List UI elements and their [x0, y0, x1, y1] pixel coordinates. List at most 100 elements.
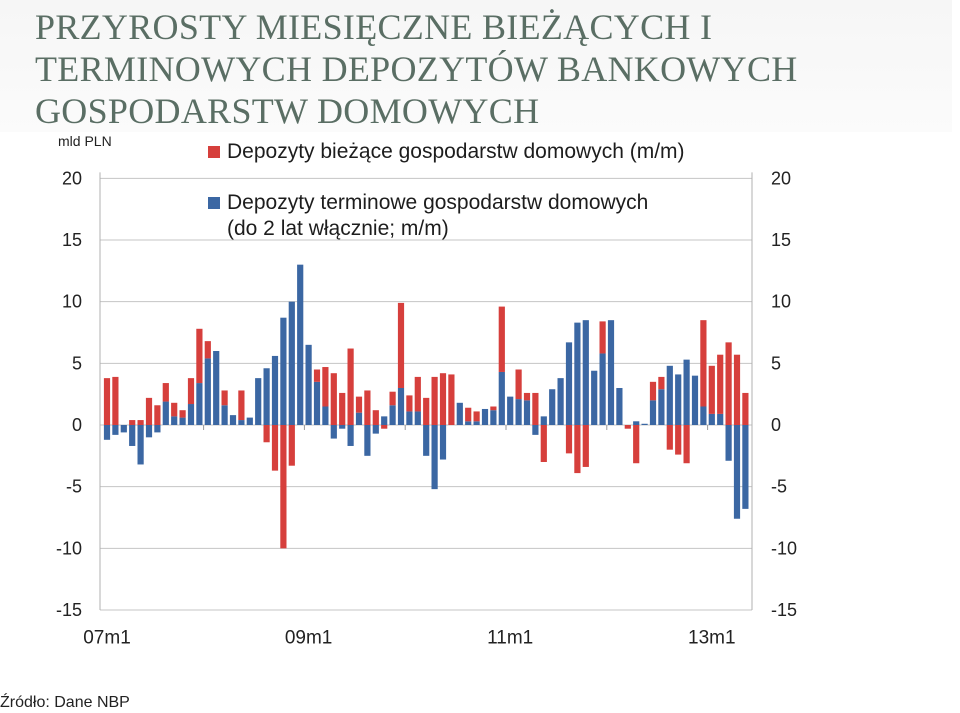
bar-terminowe: [381, 416, 388, 425]
bar-biezace: [221, 390, 228, 406]
bar-biezace: [465, 407, 472, 422]
bar-biezace: [565, 425, 573, 454]
y-axis-unit-label: mld PLN: [58, 133, 112, 149]
bar-terminowe: [271, 355, 279, 425]
bar-biezace: [574, 425, 581, 474]
bar-terminowe: [322, 406, 329, 425]
bar-terminowe: [221, 405, 228, 425]
bar-biezace: [355, 396, 363, 413]
bar-terminowe: [473, 421, 480, 425]
bar-biezace: [582, 425, 589, 467]
bar-biezace: [742, 392, 749, 425]
bar-terminowe: [481, 408, 489, 425]
legend-swatch-biezace: [208, 146, 220, 158]
bar-biezace: [700, 320, 707, 407]
bar-biezace: [498, 306, 505, 372]
bar-terminowe: [196, 383, 203, 425]
bar-terminowe: [607, 320, 615, 425]
y-tick-label-right: 10: [771, 292, 791, 312]
source-note: Źródło: Dane NBP: [0, 694, 130, 711]
y-tick-label-left: 15: [62, 230, 82, 250]
bar-terminowe: [355, 412, 363, 425]
bar-terminowe: [591, 370, 598, 425]
bar-terminowe: [683, 359, 690, 425]
bar-terminowe: [456, 402, 463, 425]
bar-terminowe: [431, 425, 438, 490]
bar-terminowe: [557, 378, 564, 425]
y-tick-label-right: 20: [771, 168, 791, 188]
bar-biezace: [322, 367, 329, 407]
bar-biezace: [725, 342, 732, 425]
bar-biezace: [389, 391, 396, 406]
x-tick-label: 07m1: [83, 628, 131, 649]
bar-terminowe: [213, 351, 220, 425]
y-tick-label-right: 5: [771, 353, 781, 373]
bars: [103, 264, 749, 549]
x-tick-label: 09m1: [285, 628, 333, 649]
bar-terminowe: [439, 425, 447, 460]
legend-swatch-terminowe: [208, 197, 220, 209]
y-tick-label-left: 20: [62, 168, 82, 188]
bar-terminowe: [339, 425, 346, 429]
y-tick-label-right: 0: [771, 415, 781, 435]
bar-biezace: [490, 406, 497, 411]
y-tick-label-left: 10: [62, 292, 82, 312]
bar-terminowe: [120, 425, 127, 433]
bar-terminowe: [330, 425, 337, 439]
bar-terminowe: [633, 421, 640, 425]
bar-terminowe: [708, 413, 715, 425]
bar-biezace: [271, 425, 279, 471]
bar-biezace: [675, 425, 682, 455]
bar-terminowe: [691, 375, 699, 425]
y-tick-label-left: 0: [72, 415, 82, 435]
bar-terminowe: [717, 413, 724, 425]
bar-biezace: [129, 420, 136, 425]
bar-terminowe: [649, 400, 657, 425]
bar-terminowe: [137, 425, 144, 465]
bar-terminowe: [641, 423, 648, 425]
bar-biezace: [364, 390, 371, 425]
bar-biezace: [347, 348, 354, 425]
bar-biezace: [280, 425, 287, 549]
bar-terminowe: [305, 344, 312, 425]
bar-terminowe: [238, 420, 245, 425]
bar-biezace: [372, 410, 379, 425]
bar-terminowe: [523, 400, 531, 425]
bar-terminowe: [288, 301, 295, 425]
bar-biezace: [187, 378, 195, 405]
bar-terminowe: [549, 389, 556, 425]
bar-biezace: [406, 395, 413, 412]
bar-terminowe: [582, 320, 589, 425]
bar-terminowe: [565, 342, 573, 425]
bar-terminowe: [742, 425, 749, 509]
bar-terminowe: [229, 415, 237, 425]
bar-terminowe: [733, 425, 741, 519]
y-tick-label-left: -10: [56, 538, 82, 558]
bar-biezace: [666, 425, 673, 450]
bar-terminowe: [616, 388, 623, 425]
bar-biezace: [145, 397, 153, 425]
bar-biezace: [717, 354, 724, 414]
bar-biezace: [599, 321, 606, 354]
bar-biezace: [633, 425, 640, 464]
bar-terminowe: [540, 416, 547, 425]
bar-terminowe: [532, 425, 539, 435]
bar-biezace: [448, 374, 455, 425]
bar-biezace: [288, 425, 295, 466]
bar-terminowe: [515, 399, 522, 425]
bar-terminowe: [490, 410, 497, 425]
bar-biezace: [397, 302, 405, 388]
bar-terminowe: [179, 417, 186, 425]
bar-terminowe: [263, 368, 270, 425]
bar-biezace: [112, 376, 119, 425]
bar-terminowe: [171, 416, 178, 425]
bar-biezace: [431, 376, 438, 425]
legend-label-biezace: Depozyty bieżące gospodarstw domowych (m…: [227, 140, 685, 163]
bar-terminowe: [154, 425, 161, 433]
bar-biezace: [339, 392, 346, 425]
bar-terminowe: [414, 411, 421, 425]
y-tick-label-left: 5: [72, 353, 82, 373]
bar-biezace: [381, 425, 388, 429]
bar-biezace: [171, 402, 178, 417]
